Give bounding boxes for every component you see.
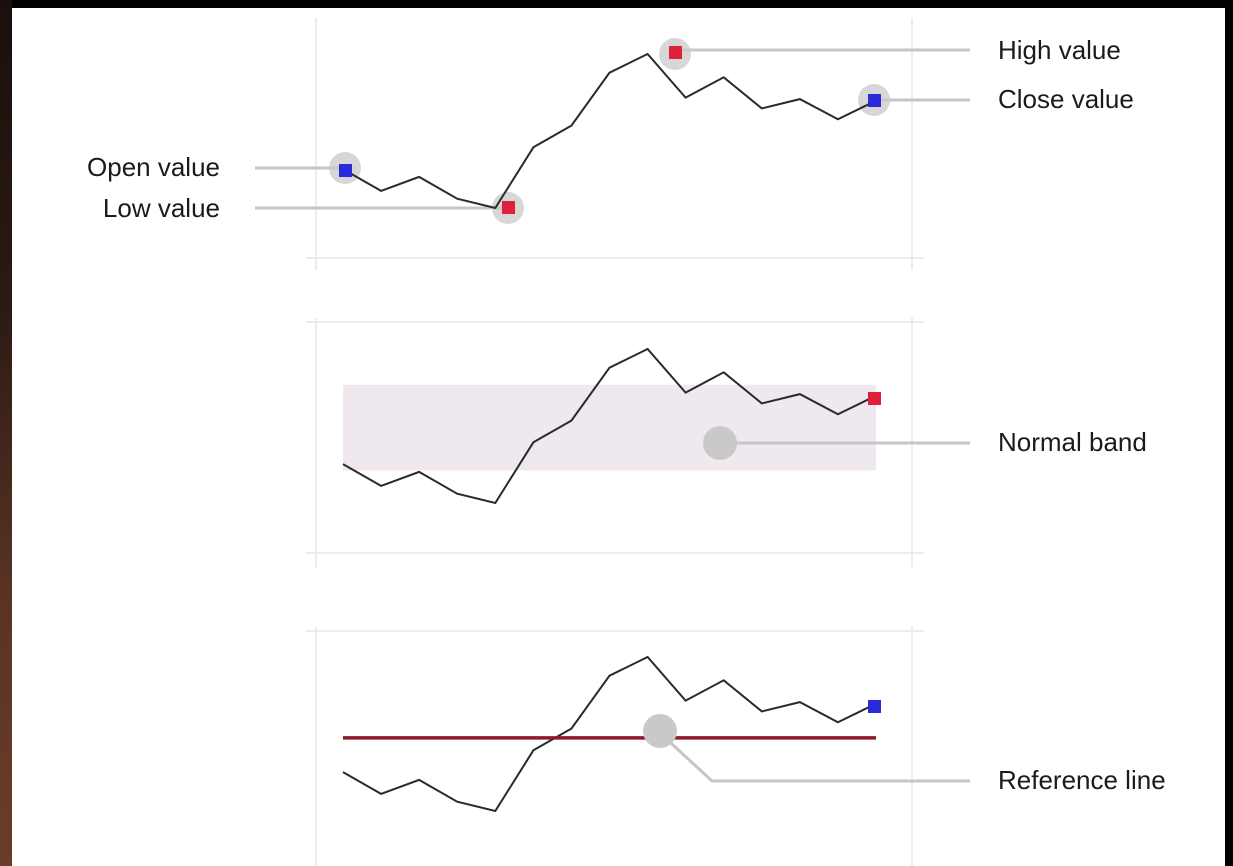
left-edge-border (0, 0, 12, 866)
normal-band-label: Normal band (998, 427, 1147, 457)
sparkline-panel-reference-line: Reference line (306, 627, 1166, 866)
close-value-marker (868, 94, 881, 107)
high-value-label: High value (998, 35, 1121, 65)
reference-line-leader-line (658, 731, 970, 783)
reference-line-label: Reference line (998, 765, 1166, 795)
top-edge-border (0, 0, 1233, 8)
close-value-label: Close value (998, 84, 1134, 114)
sparkline-panel-normal-band: Normal band (306, 318, 1147, 568)
reference-line-highlight (643, 714, 677, 748)
low-value-label: Low value (103, 193, 220, 223)
right-edge-border (1225, 0, 1233, 866)
last-value-marker (868, 700, 881, 713)
sparkline-series-line (342, 655, 877, 813)
high-value-marker (669, 46, 682, 59)
low-value-marker (502, 201, 515, 214)
open-value-label: Open value (87, 152, 220, 182)
normal-band-highlight (703, 426, 737, 460)
sparkline-series-line (342, 347, 877, 505)
last-value-marker (868, 392, 881, 405)
sparkline-panel-markers: Open value Low value High value Close va… (87, 18, 1134, 270)
normal-band-area (343, 384, 876, 471)
sparkline-series-line (342, 52, 877, 210)
open-value-marker (339, 164, 352, 177)
